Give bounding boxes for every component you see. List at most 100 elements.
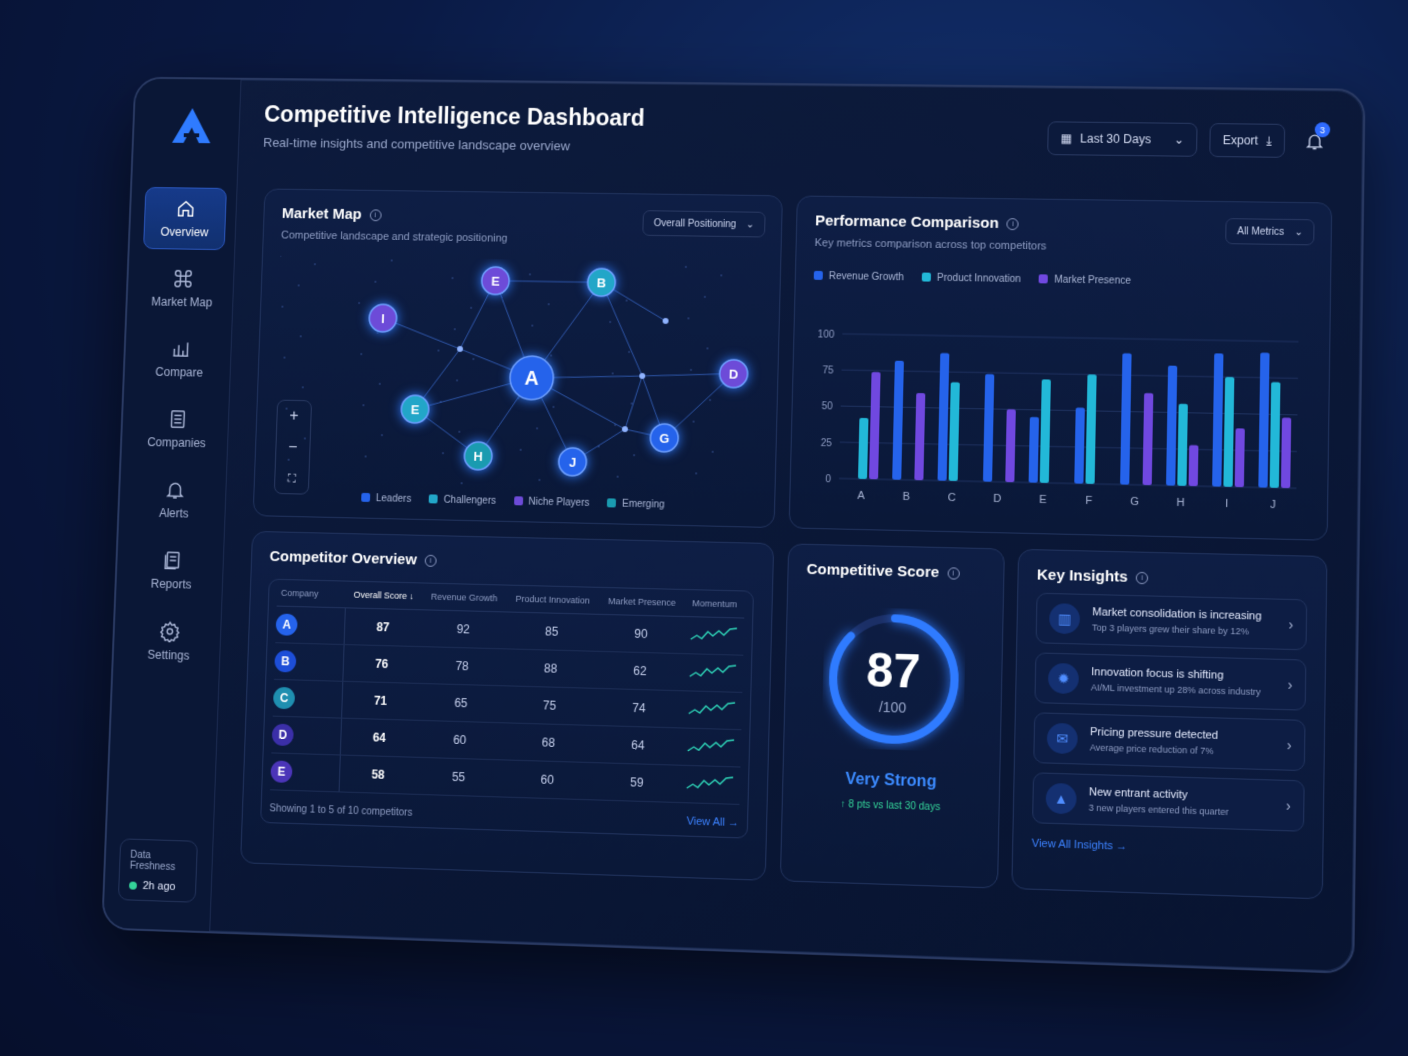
insight-item[interactable]: ▥ Market consolidation is increasing Top 3… [1035,592,1308,651]
background-dot [536,427,538,430]
legend-label: Revenue Growth [828,271,904,284]
legend-item[interactable]: Emerging [607,498,665,511]
view-all-link[interactable]: View All → [686,815,740,830]
background-dot [390,259,393,262]
positioning-select-label: Overall Positioning [653,217,737,230]
insight-item[interactable]: ✹ Innovation focus is shifting AI/ML inves… [1034,652,1307,711]
date-range-select[interactable]: ▦ Last 30 Days ⌄ [1047,121,1198,157]
document-icon [161,549,183,571]
chevron-down-icon: ⌄ [1294,226,1304,238]
chevron-down-icon: ⌄ [1173,132,1185,147]
background-dot [378,383,381,385]
metrics-select[interactable]: All Metrics ⌄ [1225,218,1315,246]
legend-label: Leaders [375,493,412,505]
legend-swatch [921,272,932,282]
view-all-insights-link[interactable]: View All Insights → [1031,837,1128,853]
positioning-select[interactable]: Overall Positioning ⌄ [642,210,766,238]
zoom-in-button[interactable]: + [289,407,299,425]
legend-label: Product Innovation [936,272,1022,286]
info-icon[interactable]: i [947,566,960,580]
company-avatar: C [272,686,296,710]
sidebar-item-alerts[interactable]: Alerts [132,467,216,532]
network-hub [639,372,646,379]
legend-item[interactable]: Product Innovation [921,272,1022,286]
background-dot [519,449,522,451]
background-dot [453,328,456,330]
background-dot [531,324,534,327]
momentum-sparkline [683,616,745,656]
network-node[interactable]: E [401,395,429,423]
x-tick-label: D [993,493,1001,505]
bar-chart: 0 25 50 75 100 A B C D E F G H I J [818,329,1307,511]
legend-item[interactable]: Challengers [428,494,496,507]
background-dot [685,266,687,268]
growth-chart-icon: ▲ [1045,782,1077,815]
info-icon[interactable]: i [369,208,382,221]
background-dot [364,455,367,458]
x-tick-label: G [1130,496,1139,509]
insight-item[interactable]: ✉ Pricing pressure detected Average price … [1033,712,1306,772]
company-avatar: B [274,650,297,673]
list-icon [166,408,188,430]
sidebar-item-reports[interactable]: Reports [129,538,214,603]
status-dot-icon [128,881,138,890]
export-button[interactable]: Export ⤓ [1209,123,1286,158]
legend-item[interactable]: Revenue Growth [813,270,904,284]
score-max: /100 [878,698,907,716]
fullscreen-icon[interactable]: ⛶ [287,471,297,486]
background-dot [297,284,300,287]
sidebar-item-companies[interactable]: Companies [135,397,219,461]
network-graph[interactable]: A E B I D E H J G [272,255,764,492]
sidebar-item-overview[interactable]: Overview [143,186,227,251]
network-node[interactable]: J [558,448,586,476]
bell-icon [164,479,186,501]
overall-score: 58 [338,754,418,795]
performance-card: Performance Comparison i Key metrics comp… [788,195,1333,541]
network-node[interactable]: G [650,424,679,452]
network-node[interactable]: D [719,360,748,388]
chevron-right-icon: › [1287,676,1293,693]
column-header-sorted[interactable]: Overall Score ↓ [344,581,423,610]
envelope-icon: ✉ [1046,722,1078,755]
insight-item[interactable]: ▲ New entrant activity 3 new players enter… [1032,772,1305,832]
notifications-button[interactable]: 3 [1297,122,1332,158]
info-icon[interactable]: i [424,554,437,567]
background-dot [611,372,614,375]
network-edge [495,281,601,283]
legend-swatch [428,494,438,504]
background-dot [538,479,541,481]
data-freshness-label: Data Freshness [129,849,176,874]
insight-title: Innovation focus is shifting [1091,666,1224,682]
overall-score: 71 [341,681,420,721]
background-dot [547,303,550,306]
market-presence: 74 [595,688,683,728]
network-node[interactable]: I [369,304,397,332]
network-node[interactable]: E [481,267,509,295]
background-dot [281,305,284,308]
sidebar-item-label: Companies [146,435,207,451]
company-avatar: D [271,723,294,747]
x-tick-label: J [1270,499,1276,511]
column-header[interactable]: Product Innovation [505,585,600,615]
network-node[interactable]: B [587,268,615,296]
zoom-out-button[interactable]: − [288,439,298,457]
info-icon[interactable]: i [1135,571,1149,584]
network-node[interactable]: A [509,356,554,400]
sidebar-item-settings[interactable]: Settings [127,609,212,674]
background-dot [460,482,463,485]
network-hub [662,317,669,324]
sidebar-item-compare[interactable]: Compare [138,327,222,391]
legend-item[interactable]: Niche Players [513,496,590,509]
column-header[interactable]: Revenue Growth [421,583,507,612]
product-innovation: 75 [502,685,597,726]
logo-icon [172,107,212,145]
network-node[interactable]: H [464,442,492,470]
background-dot [283,356,286,359]
column-header[interactable]: Market Presence [598,587,686,617]
info-icon[interactable]: i [1006,217,1020,230]
sidebar-item-market-map[interactable]: Market Map [140,257,224,321]
legend-item[interactable]: Leaders [361,492,412,505]
header: Competitive Intelligence Dashboard Real-… [262,101,1332,182]
legend-item[interactable]: Market Presence [1039,274,1131,287]
market-presence: 62 [596,651,684,691]
